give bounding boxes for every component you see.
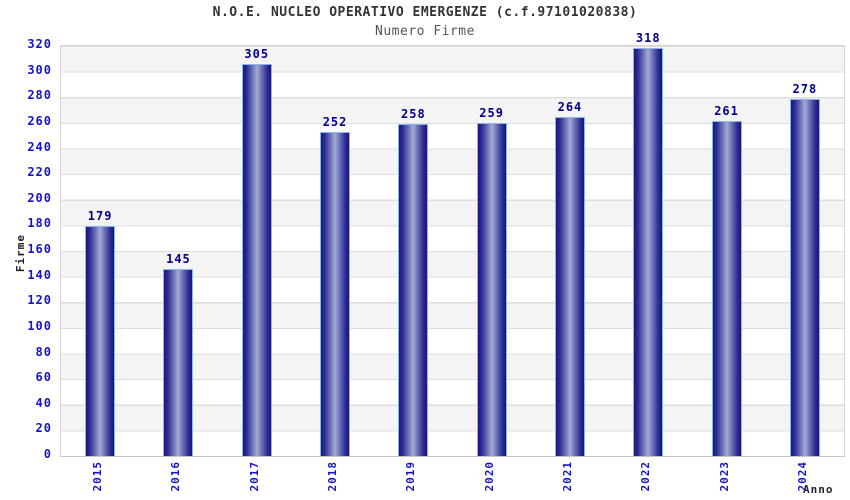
x-tick-label: 2023 <box>717 461 731 492</box>
y-tick-label: 280 <box>27 88 52 103</box>
x-tick-label: 2021 <box>560 461 574 492</box>
bar-2017 <box>241 64 272 456</box>
y-tick-label: 300 <box>27 62 52 77</box>
y-tick-label: 120 <box>27 293 52 308</box>
x-tick-label: 2022 <box>639 461 653 492</box>
x-tick-label: 2017 <box>247 461 261 492</box>
bar-value-label: 252 <box>322 115 348 129</box>
bar-2019 <box>398 124 429 456</box>
y-tick-label: 160 <box>27 242 52 256</box>
y-tick-label: 140 <box>27 267 52 282</box>
chart-title: N.O.E. NUCLEO OPERATIVO EMERGENZE (c.f.9… <box>212 5 638 20</box>
bar-2016 <box>163 269 194 456</box>
y-tick-label: 0 <box>43 447 52 461</box>
y-tick-label: 80 <box>35 344 52 359</box>
x-axis-title: Anno <box>803 483 834 496</box>
bar-2021 <box>554 117 585 456</box>
bar-2023 <box>711 121 742 456</box>
y-tick-label: 200 <box>27 190 52 205</box>
x-tick-label: 2015 <box>91 461 105 492</box>
bar-value-label: 145 <box>166 252 191 266</box>
y-tick-label: 220 <box>27 165 52 180</box>
bar-value-label: 305 <box>244 47 270 61</box>
y-tick-label: 260 <box>27 113 52 128</box>
x-tick-label: 2019 <box>404 461 418 492</box>
y-tick-label: 40 <box>35 395 52 410</box>
plot-area: 179 145 305 252 258 259 264 318 261 278 <box>60 31 845 457</box>
bar-value-label: 261 <box>714 104 739 118</box>
bar-2022 <box>633 48 664 456</box>
bar-value-label: 264 <box>557 100 583 114</box>
y-tick-label: 180 <box>27 216 52 231</box>
y-tick-label: 60 <box>35 370 52 385</box>
x-tick-label: 2024 <box>795 461 809 492</box>
bar-value-label: 258 <box>401 107 426 121</box>
bar-value-label: 259 <box>479 106 504 120</box>
y-tick-label: 100 <box>27 318 52 333</box>
y-tick-label: 20 <box>35 421 52 436</box>
bar-2020 <box>476 123 507 456</box>
bar-2024 <box>789 99 820 456</box>
bar-value-label: 179 <box>87 209 113 223</box>
y-tick-label: 320 <box>27 37 52 51</box>
x-tick-label: 2016 <box>169 461 183 492</box>
y-tick-label: 240 <box>27 139 52 154</box>
bar-2015 <box>85 226 116 456</box>
x-tick-label: 2020 <box>482 461 496 492</box>
bar-2018 <box>320 132 351 456</box>
bar-value-label: 278 <box>792 82 818 96</box>
chart-subtitle: Numero Firme <box>375 24 475 39</box>
bar-value-label: 318 <box>635 31 661 45</box>
x-tick-label: 2018 <box>326 461 340 492</box>
